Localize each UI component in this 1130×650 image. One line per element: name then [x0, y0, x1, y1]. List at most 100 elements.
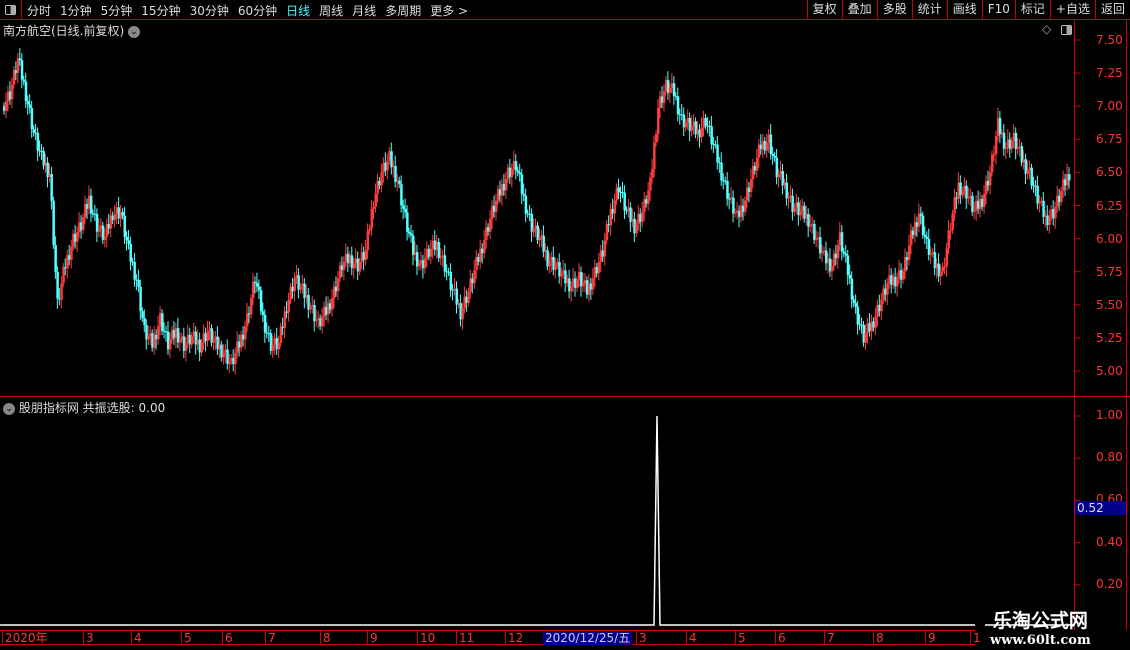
candle — [767, 128, 771, 153]
candle — [645, 195, 648, 208]
candle — [1050, 205, 1053, 221]
diamond-icon[interactable]: ◇ — [1042, 22, 1052, 36]
tab-period-0[interactable]: 分时 — [27, 4, 52, 18]
candle — [54, 236, 57, 279]
candle — [854, 294, 858, 314]
date-tick-label: 3 — [636, 631, 647, 645]
panel-icon[interactable] — [1061, 25, 1072, 35]
candle — [566, 274, 569, 288]
candle — [210, 324, 213, 347]
candle — [261, 302, 265, 323]
candle — [864, 324, 868, 350]
toolbar-button-8[interactable]: 返回 — [1094, 0, 1130, 20]
candle — [447, 267, 451, 276]
candle — [479, 239, 482, 269]
stock-title[interactable]: 南方航空(日线.前复权) ⌄ — [3, 22, 141, 39]
candle — [89, 188, 93, 223]
date-tick-label: 6 — [222, 631, 233, 645]
candle — [791, 188, 794, 221]
candle — [1006, 129, 1010, 154]
candle — [32, 125, 36, 137]
candle — [994, 130, 998, 165]
date-tick-label: 9 — [925, 631, 936, 645]
toolbar-button-4[interactable]: 画线 — [946, 0, 982, 20]
candle — [459, 294, 462, 327]
toolbar-button-7[interactable]: +自选 — [1049, 0, 1095, 20]
candle — [30, 100, 34, 138]
candle — [815, 229, 818, 248]
candle — [734, 208, 737, 218]
tab-period-4[interactable]: 30分钟 — [189, 4, 229, 18]
toolbar-button-0[interactable]: 复权 — [806, 0, 842, 20]
price-tick-label: 5.00 — [1096, 364, 1123, 378]
chevron-down-icon[interactable]: ⌄ — [128, 25, 141, 38]
tab-period-8[interactable]: 月线 — [352, 4, 377, 18]
candle — [530, 208, 534, 243]
date-tick-label: 7 — [824, 631, 835, 645]
candle — [983, 185, 986, 214]
candle — [198, 332, 202, 362]
candle — [327, 296, 330, 324]
candle — [619, 186, 622, 203]
candle — [749, 168, 753, 198]
candle — [52, 196, 55, 249]
candle — [496, 185, 500, 205]
candle — [149, 326, 152, 346]
candle — [747, 181, 751, 203]
candle — [848, 264, 852, 285]
candle — [605, 220, 609, 245]
candle — [1030, 163, 1033, 190]
candle — [866, 317, 869, 344]
candle — [1036, 175, 1039, 210]
candle — [311, 296, 314, 314]
toolbar-button-6[interactable]: 标记 — [1014, 0, 1050, 20]
toolbar-button-1[interactable]: 叠加 — [841, 0, 877, 20]
candle — [789, 185, 792, 203]
tab-period-2[interactable]: 5分钟 — [100, 4, 133, 18]
candle — [913, 213, 917, 243]
toolbar-button-3[interactable]: 统计 — [911, 0, 947, 20]
chevron-down-icon[interactable]: ⌄ — [3, 402, 15, 415]
tab-period-7[interactable]: 周线 — [319, 4, 344, 18]
candle — [469, 269, 472, 299]
candle — [151, 329, 154, 352]
price-tick-label: 5.25 — [1096, 330, 1123, 345]
tab-period-1[interactable]: 1分钟 — [60, 4, 92, 18]
candle — [167, 321, 170, 355]
panel-divider[interactable] — [0, 396, 1130, 397]
candle — [730, 187, 733, 205]
candle — [894, 268, 897, 294]
candle — [753, 162, 757, 175]
candle — [1052, 200, 1055, 226]
candle — [574, 271, 577, 297]
candle — [597, 253, 601, 281]
candle — [145, 319, 148, 350]
candle — [633, 211, 636, 243]
candle — [878, 294, 881, 317]
tab-period-9[interactable]: 多周期 — [385, 4, 422, 18]
toolbar-button-5[interactable]: F10 — [981, 0, 1015, 20]
tab-period-5[interactable]: 60分钟 — [237, 4, 278, 18]
candle — [325, 296, 328, 321]
candle — [329, 299, 332, 314]
tab-period-6[interactable]: 日线 — [286, 4, 311, 18]
tab-period-3[interactable]: 15分钟 — [141, 4, 181, 18]
candle — [163, 322, 166, 339]
candle — [1068, 167, 1071, 190]
toolbar-button-2[interactable]: 多股 — [876, 0, 912, 20]
candle — [949, 222, 952, 240]
candle — [194, 326, 198, 355]
date-tick-label: 9 — [367, 631, 378, 645]
y-axis-border — [1126, 20, 1127, 630]
candle — [546, 246, 549, 271]
tab-period-10[interactable]: 更多 > — [430, 4, 469, 18]
candle — [803, 201, 806, 223]
candle — [415, 244, 419, 276]
candle — [97, 218, 101, 238]
candle — [378, 176, 381, 190]
candle — [402, 199, 405, 220]
panel-toggle-button[interactable] — [0, 0, 22, 20]
candle — [502, 173, 506, 196]
candle — [1032, 176, 1035, 193]
